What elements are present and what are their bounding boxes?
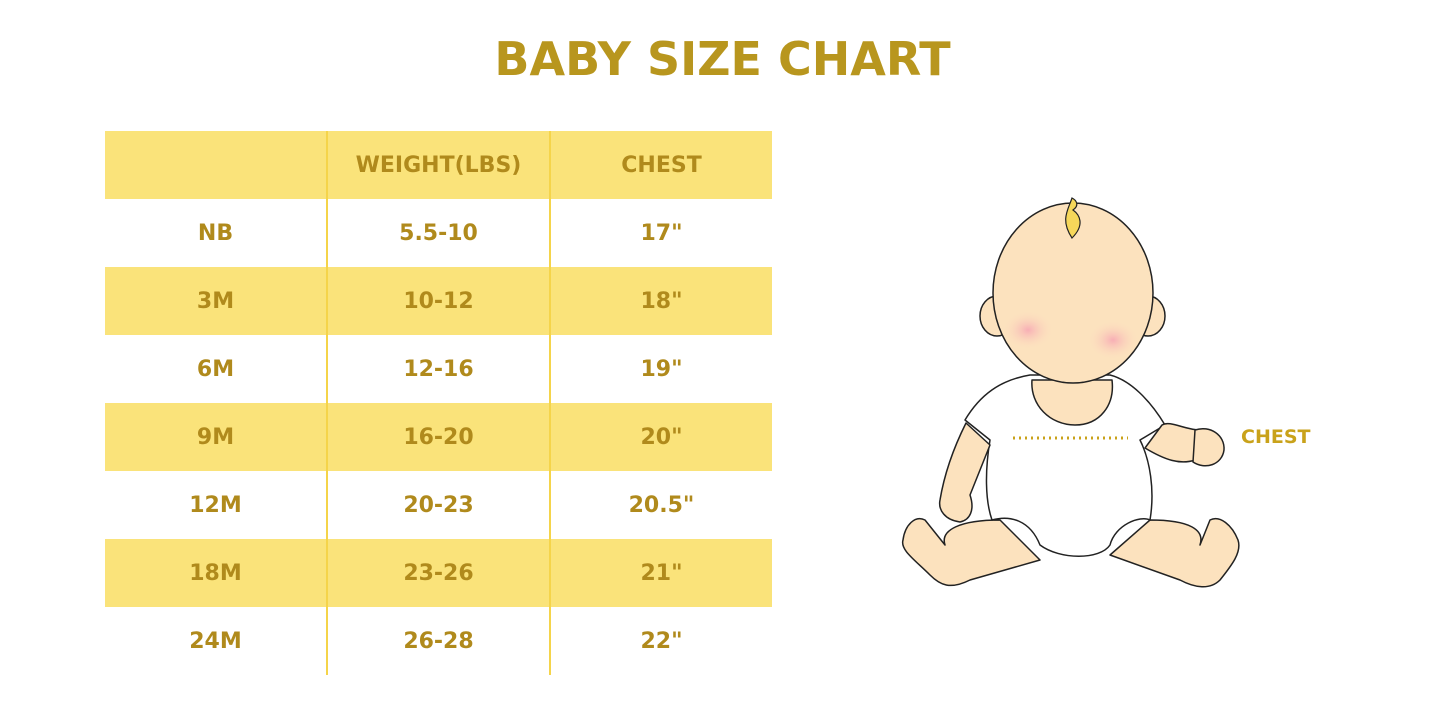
cell-weight: 26-28 — [326, 607, 550, 675]
cell-chest: 22" — [549, 607, 772, 675]
cell-chest: 17" — [549, 199, 772, 267]
size-table: WEIGHT(LBS) CHEST NB 5.5-10 17" 3M 10-12… — [105, 131, 772, 675]
cell-chest: 20" — [549, 403, 772, 471]
left-leg — [901, 518, 1041, 587]
cell-chest: 19" — [549, 335, 772, 403]
table-row: 6M 12-16 19" — [105, 335, 772, 403]
header-chest: CHEST — [549, 131, 772, 199]
table-row: NB 5.5-10 17" — [105, 199, 772, 267]
cell-weight: 5.5-10 — [326, 199, 550, 267]
page-title: BABY SIZE CHART — [494, 32, 951, 86]
cell-weight: 23-26 — [326, 539, 550, 607]
cell-weight: 12-16 — [326, 335, 550, 403]
table-row: 12M 20-23 20.5" — [105, 471, 772, 539]
cell-size: 3M — [105, 267, 327, 335]
left-cheek — [1002, 310, 1054, 350]
right-leg — [1109, 518, 1240, 588]
cell-size: 6M — [196, 356, 235, 382]
header-weight: WEIGHT(LBS) — [326, 131, 550, 199]
neck — [1031, 379, 1114, 426]
cell-size: 18M — [105, 539, 327, 607]
right-cheek — [1087, 320, 1139, 360]
chest-label: CHEST — [1241, 426, 1311, 448]
cell-size: NB — [197, 220, 234, 246]
right-fist — [1192, 428, 1225, 467]
cell-size: 9M — [105, 403, 327, 471]
cell-weight: 20-23 — [326, 471, 550, 539]
hair-curl — [1065, 197, 1081, 239]
table-row: 18M 23-26 21" — [105, 539, 772, 607]
table-row: 24M 26-28 22" — [105, 607, 772, 675]
cell-weight: 16-20 — [326, 403, 550, 471]
cell-size: 12M — [189, 492, 242, 518]
cell-size: 24M — [189, 628, 242, 654]
header-size — [105, 131, 327, 199]
cell-weight: 10-12 — [326, 267, 550, 335]
cell-chest: 18" — [549, 267, 772, 335]
left-arm — [938, 422, 991, 523]
table-header-row: WEIGHT(LBS) CHEST — [105, 131, 772, 199]
cell-chest: 20.5" — [549, 471, 772, 539]
table-row: 3M 10-12 18" — [105, 267, 772, 335]
table-row: 9M 16-20 20" — [105, 403, 772, 471]
cell-chest: 21" — [549, 539, 772, 607]
onesie — [964, 374, 1166, 557]
